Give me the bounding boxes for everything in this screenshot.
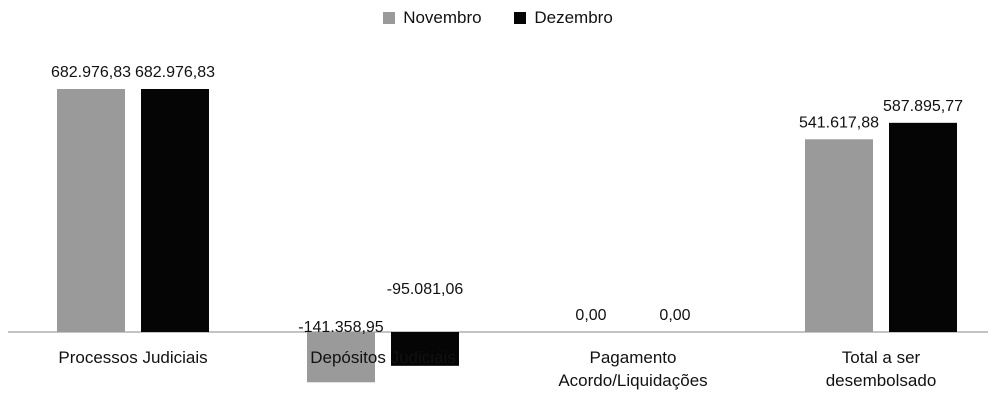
category-label-0-0: Processos Judiciais [58, 348, 207, 367]
category-label-1-0: Depósitos Judiciais [310, 348, 456, 367]
data-label-novembro-3: 541.617,88 [799, 114, 879, 131]
data-label-dezembro-2: 0,00 [659, 307, 690, 324]
legend-item-novembro: Novembro [383, 8, 482, 28]
category-label-2-1: Acordo/Liquidações [558, 371, 707, 390]
data-label-dezembro-0: 682.976,83 [135, 64, 215, 81]
legend-label-dezembro: Dezembro [534, 8, 613, 27]
category-label-3-1: desembolsado [826, 371, 937, 390]
category-label-2-0: Pagamento [590, 348, 677, 367]
chart-legend: Novembro Dezembro [0, 8, 996, 29]
legend-swatch-dezembro [514, 12, 527, 24]
bar-dezembro-1 [391, 332, 459, 366]
legend-label-novembro: Novembro [403, 8, 482, 27]
bar-novembro-3 [805, 139, 873, 332]
data-label-dezembro-1: -95.081,06 [387, 281, 464, 298]
bar-dezembro-0 [141, 89, 209, 332]
bar-novembro-1 [307, 332, 375, 383]
data-label-novembro-1: -141.358,95 [298, 319, 384, 336]
data-label-novembro-0: 682.976,83 [51, 64, 131, 81]
data-label-dezembro-3: 587.895,77 [883, 98, 963, 115]
legend-swatch-novembro [383, 12, 396, 24]
bar-dezembro-3 [889, 122, 957, 332]
category-label-3-0: Total a ser [842, 348, 921, 367]
data-label-novembro-2: 0,00 [575, 307, 606, 324]
bar-novembro-0 [57, 89, 125, 332]
legend-item-dezembro: Dezembro [514, 8, 613, 28]
